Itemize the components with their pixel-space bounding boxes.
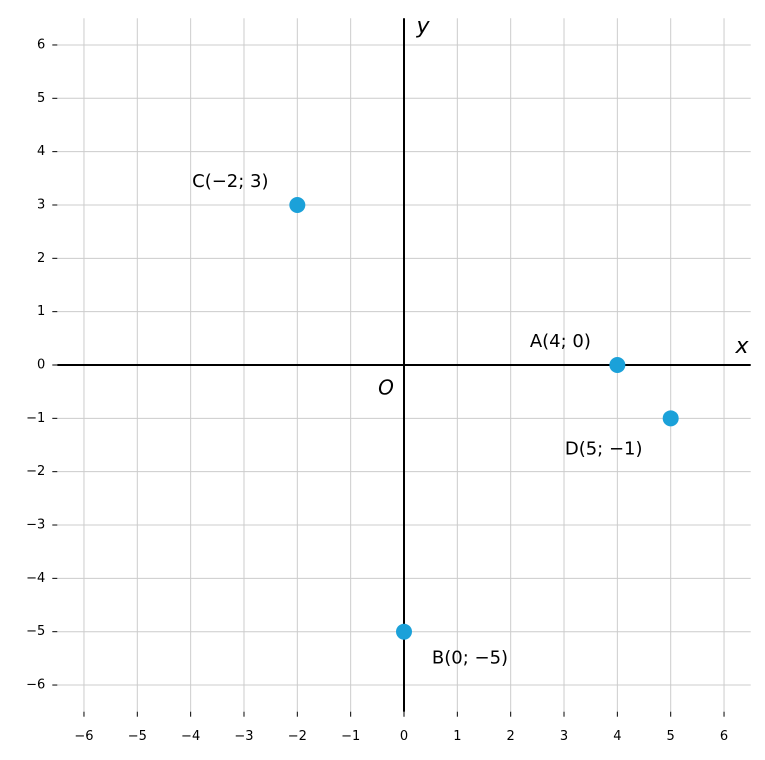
y-tick-label: −1 [26,411,45,426]
point-label: B(0; −5) [432,648,508,669]
x-tick-label: 3 [560,729,568,744]
x-tick-label: 6 [720,729,728,744]
point-label: D(5; −1) [565,438,643,459]
y-tick-label: 0 [37,358,45,373]
x-tick-label: 2 [507,729,515,744]
x-tick-label: 4 [613,729,621,744]
y-tick-label: 3 [37,197,45,212]
point-label: A(4; 0) [530,331,591,352]
y-tick-label: −4 [26,571,45,586]
x-tick-label: −2 [288,729,307,744]
x-tick-label: 1 [453,729,461,744]
x-tick-label: −4 [181,729,200,744]
x-tick-label: −3 [234,729,253,744]
y-tick-label: 2 [37,251,45,266]
y-tick-label: 4 [37,144,45,159]
point [662,410,679,427]
y-tick-label: −5 [26,624,45,639]
origin-label: O [378,376,394,400]
x-tick-label: −1 [341,729,360,744]
x-tick-label: 5 [667,729,675,744]
point [609,357,626,373]
point [396,623,412,640]
y-tick-label: −2 [26,464,45,479]
y-tick-label: −3 [26,518,45,533]
y-axis-label: y [415,14,430,39]
x-axis-label: x [734,334,749,359]
x-tick-label: 0 [400,729,408,744]
y-tick-label: 5 [37,91,45,106]
y-tick-label: −6 [26,678,45,693]
point [289,196,306,213]
x-tick-label: −5 [128,729,147,744]
x-tick-label: −6 [74,729,93,744]
y-tick-label: 6 [37,37,45,52]
y-tick-label: 1 [37,304,45,319]
point-label: C(−2; 3) [192,171,268,192]
